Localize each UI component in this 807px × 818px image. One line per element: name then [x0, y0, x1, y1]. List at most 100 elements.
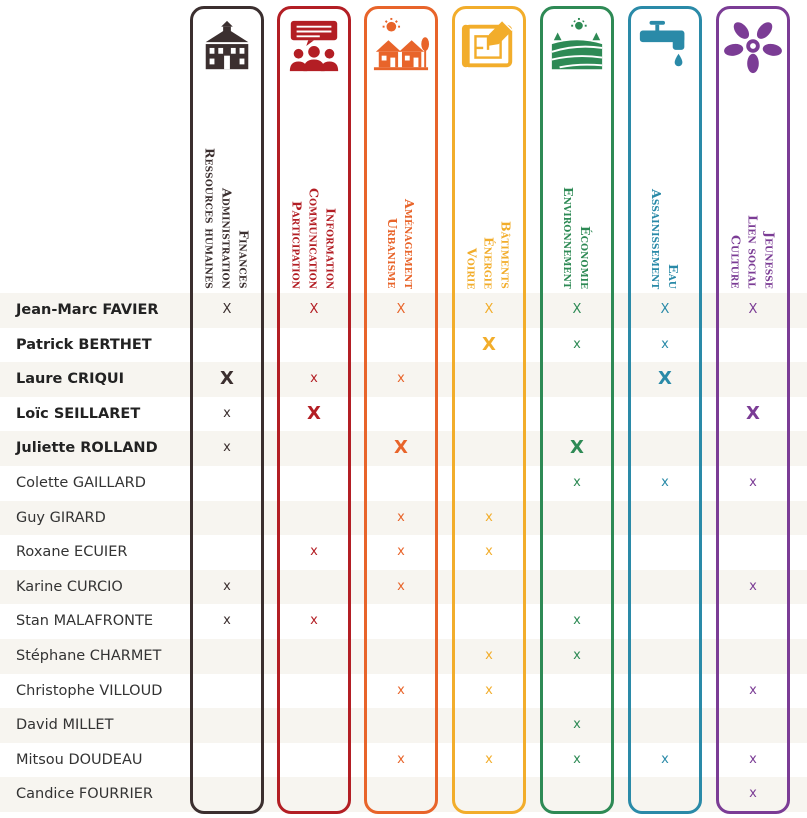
membership-mark: x — [661, 751, 669, 767]
column-information: Information Communication Participation — [277, 6, 351, 814]
member-name: Jean-Marc FAVIER — [16, 302, 159, 318]
houses-sun-icon — [372, 17, 430, 83]
column-label-line: Communication — [306, 187, 322, 289]
membership-mark: X — [484, 302, 494, 317]
column-label-line: Jeunesse — [762, 232, 778, 289]
membership-mark: x — [573, 751, 581, 767]
member-name: Juliette ROLLAND — [16, 440, 158, 457]
column-label-line: Lien social — [745, 215, 761, 289]
column-label-line: Environnement — [561, 187, 576, 289]
membership-mark: x — [397, 682, 405, 698]
membership-mark: x — [749, 475, 757, 490]
row-stripe — [0, 362, 807, 397]
membership-mark: X — [570, 437, 584, 459]
column-label-line: Culture — [728, 235, 744, 289]
row-stripe — [0, 431, 807, 466]
membership-mark: x — [397, 751, 405, 767]
membership-mark: x — [485, 544, 493, 560]
town-hall-icon — [198, 17, 256, 83]
column-label: Économie Environnement — [560, 103, 594, 289]
member-name: Mitsou DOUDEAU — [16, 751, 143, 768]
column-jeunesse: Jeunesse Lien social Culture — [716, 6, 790, 814]
column-label-line: Administration — [219, 187, 235, 289]
membership-mark: X — [220, 368, 234, 390]
column-label: Aménagement Urbanisme — [384, 103, 418, 289]
member-name: Stéphane CHARMET — [16, 648, 162, 664]
membership-mark: x — [661, 475, 669, 490]
member-name: Patrick BERTHET — [16, 336, 152, 353]
membership-mark: x — [485, 682, 493, 698]
column-label-line: Bâtiments — [498, 220, 514, 289]
column-label: Jeunesse Lien social Culture — [728, 103, 779, 289]
membership-mark: X — [394, 437, 408, 459]
membership-mark: x — [749, 578, 757, 594]
membership-mark: x — [223, 405, 231, 421]
membership-mark: X — [658, 368, 672, 390]
membership-mark: x — [573, 613, 581, 629]
column-label-line: Urbanisme — [385, 218, 400, 289]
member-name: Karine CURCIO — [16, 578, 123, 595]
column-label-line: Eau — [666, 264, 681, 289]
membership-mark: x — [397, 544, 405, 560]
row-stripe — [0, 639, 807, 674]
column-economie: Économie Environnement — [540, 6, 614, 814]
column-batiments: Bâtiments Énergie Voirie — [452, 6, 526, 814]
column-label-line: Ressources humaines — [202, 148, 218, 289]
row-stripe — [0, 777, 807, 812]
joined-hands-icon — [724, 17, 782, 83]
member-name: Loïc SEILLARET — [16, 405, 141, 422]
membership-mark: X — [572, 302, 582, 317]
column-label-line: Économie — [578, 225, 593, 289]
membership-mark: x — [397, 509, 405, 525]
row-stripe — [0, 500, 807, 536]
column-label-line: Finances — [236, 230, 252, 289]
column-label: Finances Administration Ressources humaine… — [202, 103, 253, 289]
membership-mark: x — [573, 475, 581, 490]
row-stripe — [0, 569, 807, 605]
membership-mark: x — [573, 648, 581, 663]
member-name: Christophe VILLOUD — [16, 682, 163, 699]
column-label-line: Assainissement — [649, 188, 664, 289]
row-stripe — [0, 708, 807, 743]
column-label-line: Participation — [289, 200, 305, 289]
column-eau: Eau Assainissement — [628, 6, 702, 814]
member-name: Stan MALAFRONTE — [16, 613, 154, 630]
membership-mark: x — [397, 578, 405, 594]
membership-mark: X — [222, 302, 232, 317]
water-tap-icon — [636, 17, 694, 83]
blueprint-icon — [460, 17, 518, 83]
membership-mark: x — [310, 371, 318, 387]
membership-mark: x — [749, 751, 757, 767]
member-name: Candice FOURRIER — [16, 786, 153, 803]
membership-mark: X — [482, 333, 496, 355]
membership-mark: X — [396, 302, 406, 317]
membership-mark: X — [660, 302, 670, 317]
membership-mark: X — [307, 402, 321, 424]
column-finances: Finances Administration Ressources humaine… — [190, 6, 264, 814]
membership-mark: x — [223, 440, 231, 456]
column-amenagement: Aménagement Urbanisme — [364, 6, 438, 814]
membership-mark: x — [749, 786, 757, 802]
member-name: Guy GIRARD — [16, 509, 106, 526]
column-label: Bâtiments Énergie Voirie — [464, 103, 515, 289]
membership-mark: x — [485, 751, 493, 767]
membership-mark: x — [223, 613, 231, 629]
membership-mark: X — [746, 402, 760, 424]
member-name: David MILLET — [16, 717, 114, 734]
column-label: Eau Assainissement — [648, 103, 682, 289]
membership-mark: X — [309, 302, 319, 317]
membership-mark: x — [573, 336, 581, 352]
membership-mark: x — [749, 682, 757, 698]
row-stripe — [0, 293, 807, 328]
column-label-line: Information — [323, 207, 339, 289]
column-label-line: Aménagement — [402, 198, 417, 289]
community-speech-icon — [285, 17, 343, 83]
membership-mark: X — [748, 302, 758, 317]
member-name: Colette GAILLARD — [16, 475, 146, 491]
column-label: Information Communication Participation — [289, 103, 340, 289]
member-name: Laure CRIQUI — [16, 371, 125, 388]
membership-mark: x — [661, 336, 669, 352]
membership-mark: x — [485, 509, 493, 525]
membership-mark: x — [223, 578, 231, 594]
